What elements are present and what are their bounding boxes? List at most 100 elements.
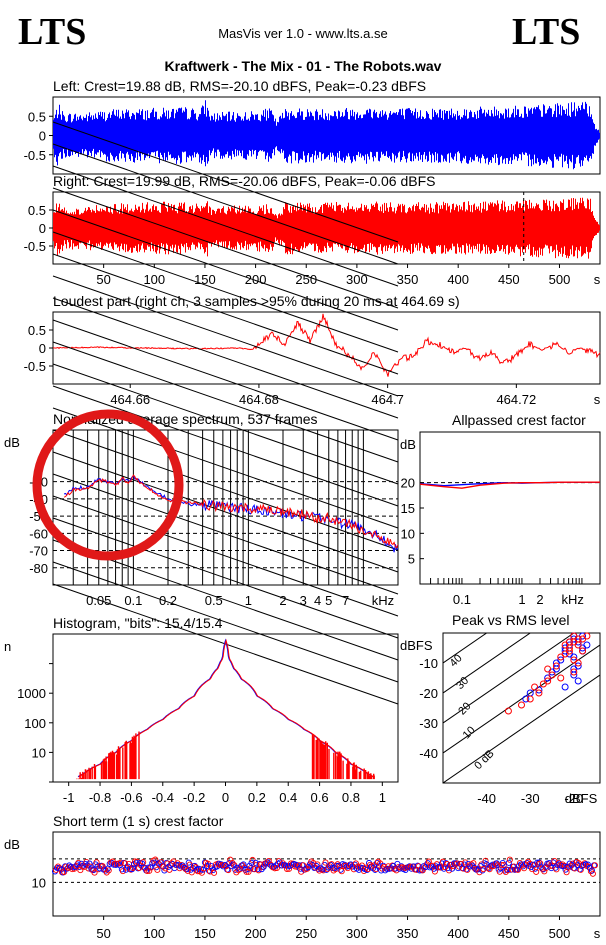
- peakrms-title: Peak vs RMS level: [452, 612, 569, 628]
- crest-point-red: [464, 866, 471, 873]
- crest-point-red: [504, 867, 511, 874]
- crest-point-red: [105, 867, 112, 874]
- crest-point-blue: [128, 866, 136, 873]
- peakrms-point-red: [544, 677, 552, 685]
- crest-xlabel-100: 100: [143, 926, 165, 941]
- waveform-right-signal: [53, 197, 600, 259]
- crest-xlabel-450: 450: [498, 926, 520, 941]
- crest-point-red: [99, 863, 106, 870]
- spectrum-slope-line: [52, 429, 399, 551]
- peakrms-point-blue: [574, 662, 582, 670]
- peakrms-crest-line: [443, 633, 575, 724]
- ylabel-loudest-0: 0: [39, 341, 46, 356]
- crest-point-red: [255, 867, 262, 874]
- xlabel-right-300: 300: [346, 272, 368, 287]
- peakrms-xunit: dBFS: [565, 791, 598, 806]
- peakrms-point-blue: [552, 665, 560, 673]
- crest-point-blue: [260, 863, 267, 870]
- spectrum-xlabel-0.5: 0.5: [205, 593, 223, 608]
- crest-point-blue: [505, 859, 512, 866]
- xlabel-right-200: 200: [245, 272, 267, 287]
- histogram-xlabel--0.2: -0.2: [183, 790, 205, 805]
- crest-point-red: [103, 869, 110, 876]
- allpassed-ylabel-10: 10: [401, 526, 415, 541]
- xlabel-right-250: 250: [295, 272, 317, 287]
- crest-point-red: [591, 862, 598, 869]
- crest-point-red: [77, 867, 84, 874]
- crest-point-red: [253, 861, 260, 868]
- xlabel-right-100: 100: [143, 272, 165, 287]
- crest-point-red: [154, 866, 161, 873]
- crest-xlabel-300: 300: [346, 926, 368, 941]
- peakrms-ylabel--40: -40: [419, 746, 438, 761]
- crest-point-red: [577, 866, 584, 873]
- crest-point-red: [188, 869, 195, 876]
- peakrms-point-red: [535, 689, 543, 697]
- crest-point-blue: [133, 859, 140, 866]
- allpassed-title: Allpassed crest factor: [452, 412, 586, 428]
- histogram-xlabel-0: 0: [222, 790, 229, 805]
- peakrms-diag-40: 40: [448, 652, 465, 669]
- spectrum-slope-line: [52, 187, 399, 309]
- spectrum-xunit: kHz: [372, 593, 394, 608]
- allpassed-xunit: kHz: [561, 592, 583, 607]
- peakrms-frame: [442, 632, 601, 784]
- xlabel-right-450: 450: [498, 272, 520, 287]
- xlabel-loudest-464.66: 464.66: [110, 392, 150, 407]
- crest-point-red: [462, 859, 469, 866]
- crest-point-red: [322, 859, 329, 866]
- histogram-xlabel-0.8: 0.8: [342, 790, 360, 805]
- crest-point-red: [506, 856, 513, 863]
- spectrum-slope-line: [52, 341, 399, 463]
- highlight-circle: [32, 409, 184, 561]
- peakrms-diag-20: 20: [456, 700, 473, 717]
- crest-point-red: [561, 862, 568, 869]
- peakrms-point-red: [570, 668, 578, 676]
- peakrms-xlabel--20: -20: [564, 791, 583, 806]
- crest-point-red: [520, 865, 528, 872]
- loudest-title: Loudest part (right ch, 3 samples >95% d…: [53, 293, 460, 309]
- crest-xlabel-400: 400: [447, 926, 469, 941]
- peakrms-ylabel--20: -20: [419, 686, 438, 701]
- crest-point-red: [482, 857, 489, 864]
- crest-point-red: [91, 869, 98, 876]
- crest-point-red: [227, 856, 234, 863]
- spectrum-xlabel-7: 7: [342, 593, 349, 608]
- crest-point-red: [225, 866, 232, 874]
- allpassed-ylabel-15: 15: [401, 501, 415, 516]
- crest-point-blue: [532, 865, 539, 872]
- crest-point-red: [500, 861, 507, 869]
- histogram-xlabel--1: -1: [63, 790, 75, 805]
- allpassed-series-red: [419, 481, 600, 489]
- crest-point-blue: [86, 860, 93, 867]
- histogram-xlabel-0.2: 0.2: [248, 790, 266, 805]
- spectrum-slope-line: [52, 319, 399, 441]
- spectrum-ylabel: dB: [4, 435, 20, 450]
- spectrum-slope-line: [52, 165, 399, 287]
- peakrms-point-red: [531, 683, 539, 691]
- logo-left: LTS: [18, 11, 86, 53]
- crest-xlabel-50: 50: [96, 926, 110, 941]
- crest-point-red: [204, 860, 212, 867]
- peakrms-ylabel: dBFS: [400, 638, 433, 653]
- crest-point-blue: [327, 861, 334, 869]
- crest-title: Short term (1 s) crest factor: [53, 813, 224, 829]
- spectrum-slope-line: [52, 407, 399, 529]
- crest-point-red: [219, 862, 226, 869]
- peakrms-ylabel--10: -10: [419, 656, 438, 671]
- histogram-series-red: [78, 638, 374, 778]
- crest-point-red: [93, 859, 100, 866]
- histogram-tail-red: [76, 731, 375, 780]
- crest-point-red: [589, 870, 596, 877]
- allpassed-xlabel-2: 2: [536, 592, 543, 607]
- spectrum-slope-line: [52, 385, 399, 507]
- spectrum-slope-line: [52, 253, 399, 375]
- histogram-ylabel-10: 10: [32, 745, 46, 760]
- crest-point-red: [338, 868, 345, 875]
- crest-point-blue: [254, 866, 261, 873]
- ylabel-right--0.5: -0.5: [24, 239, 46, 254]
- peakrms-point-red: [574, 659, 582, 667]
- crest-point-red: [525, 858, 532, 865]
- crest-point-red: [83, 859, 90, 866]
- crest-point-blue: [199, 866, 206, 873]
